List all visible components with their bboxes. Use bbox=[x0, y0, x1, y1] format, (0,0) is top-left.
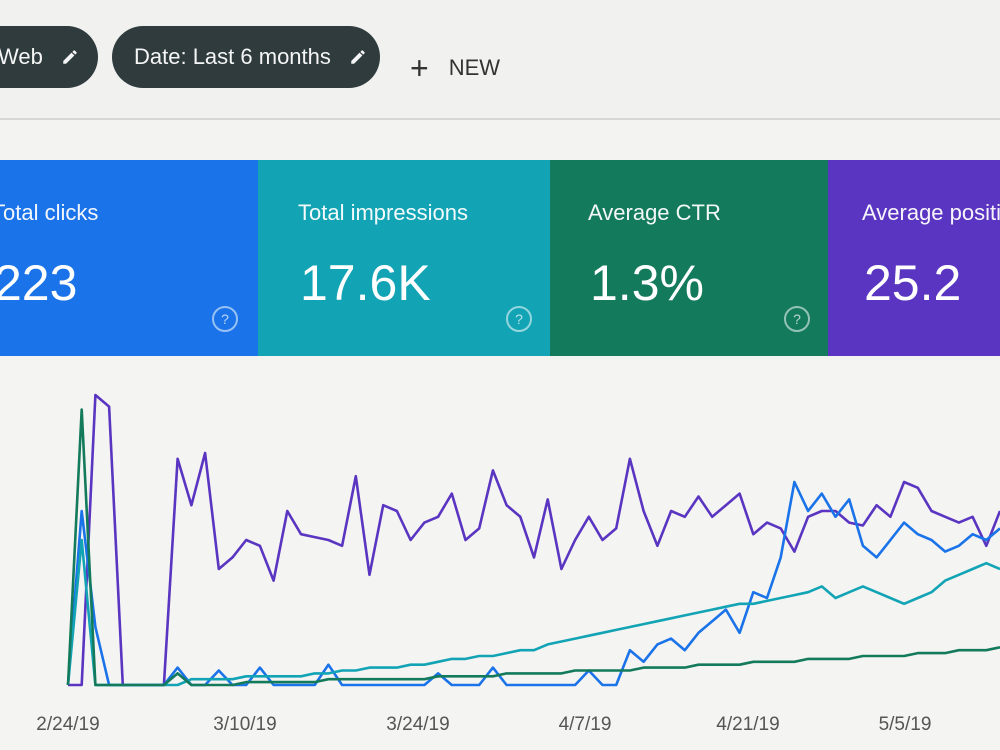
chart-series-line-1[interactable] bbox=[68, 393, 1000, 687]
help-circle-icon[interactable]: ? bbox=[212, 306, 238, 332]
performance-chart-svg[interactable]: 2/24/19 3/10/19 3/24/19 4/7/19 4/21/19 5/5/19 bbox=[0, 360, 1000, 750]
filter-bar: Web Date: Last 6 months + NEW bbox=[0, 0, 1000, 120]
total-clicks-value: 223 bbox=[0, 255, 78, 311]
total-impressions-tile[interactable]: Total impressions 17.6K ? bbox=[258, 160, 550, 356]
total-clicks-label: Total clicks bbox=[0, 200, 99, 225]
plus-icon: + bbox=[410, 50, 429, 86]
web-filter-chip[interactable]: Web bbox=[0, 26, 98, 88]
chart-series-line-3[interactable] bbox=[66, 538, 1000, 687]
average-position-value: 25.2 bbox=[864, 255, 962, 311]
pencil-icon[interactable] bbox=[349, 48, 367, 66]
x-axis-tick-label: 4/7/19 bbox=[559, 714, 612, 735]
web-filter-label: Web bbox=[0, 44, 43, 69]
average-ctr-label: Average CTR bbox=[588, 200, 721, 225]
x-axis-tick-label: 3/10/19 bbox=[213, 714, 276, 735]
total-impressions-label: Total impressions bbox=[298, 200, 468, 225]
x-axis-tick-label: 5/5/19 bbox=[879, 714, 932, 735]
average-position-tile[interactable]: Average positio 25.2 bbox=[828, 160, 1000, 356]
new-filter-label: NEW bbox=[448, 55, 501, 80]
chart-series-line-2[interactable] bbox=[66, 480, 1000, 687]
x-axis-tick-label: 4/21/19 bbox=[716, 714, 779, 735]
x-axis-tick-label: 2/24/19 bbox=[36, 714, 99, 735]
help-circle-icon[interactable]: ? bbox=[784, 306, 810, 332]
total-impressions-value: 17.6K bbox=[300, 255, 431, 311]
date-filter-chip[interactable]: Date: Last 6 months bbox=[112, 26, 380, 88]
total-clicks-tile[interactable]: Total clicks 223 ? bbox=[0, 160, 258, 356]
chart-series-line-4[interactable] bbox=[66, 408, 1000, 687]
help-circle-icon[interactable]: ? bbox=[506, 306, 532, 332]
average-position-label: Average positio bbox=[862, 200, 1000, 225]
performance-chart[interactable]: 2/24/19 3/10/19 3/24/19 4/7/19 4/21/19 5/5/19 bbox=[0, 360, 1000, 750]
date-filter-label: Date: Last 6 months bbox=[134, 44, 331, 69]
average-ctr-tile[interactable]: Average CTR 1.3% ? bbox=[550, 160, 828, 356]
pencil-icon[interactable] bbox=[61, 48, 79, 66]
new-filter-button[interactable]: + NEW bbox=[410, 48, 500, 88]
average-ctr-value: 1.3% bbox=[590, 255, 704, 311]
x-axis-tick-label: 3/24/19 bbox=[386, 714, 449, 735]
